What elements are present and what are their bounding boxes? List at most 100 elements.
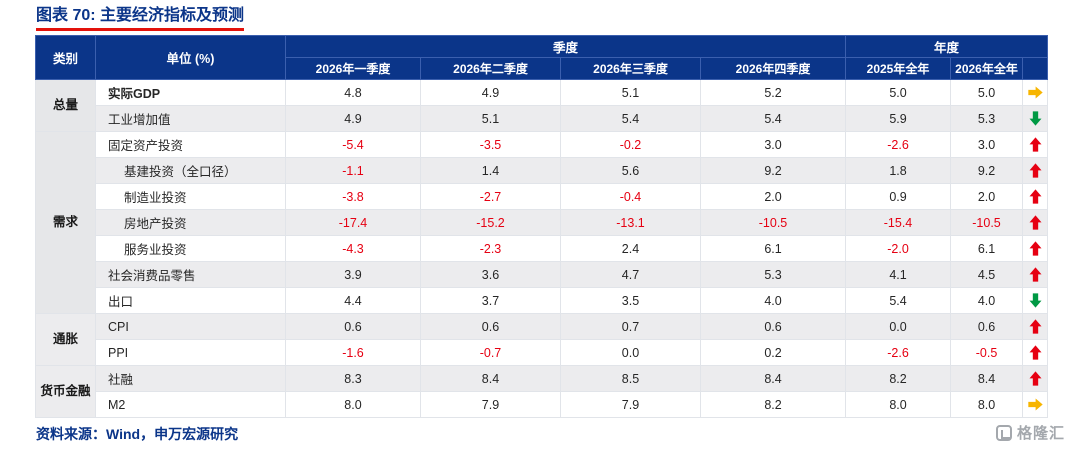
trend-up-icon <box>1029 137 1042 152</box>
value-cell: -15.4 <box>845 209 952 236</box>
value-cell: -5.4 <box>285 131 421 158</box>
value-cell: 0.2 <box>699 339 847 366</box>
header-annual-group: 年度 <box>845 35 1049 58</box>
category-cell: 总量 <box>35 79 96 132</box>
value-cell: 4.4 <box>285 287 421 314</box>
figure-title: 图表 70: 主要经济指标及预测 <box>36 6 245 31</box>
value-cell: -0.2 <box>560 131 701 158</box>
indicator-label: CPI <box>95 313 286 340</box>
value-cell: 5.4 <box>560 105 701 132</box>
value-cell: 8.5 <box>560 365 701 392</box>
value-cell: 3.0 <box>699 131 847 158</box>
trend-up-icon <box>1029 215 1042 230</box>
value-cell: -2.0 <box>845 235 952 262</box>
value-cell: 8.2 <box>845 365 952 392</box>
trend-up-icon <box>1029 267 1042 282</box>
value-cell: 5.4 <box>845 287 952 314</box>
table-row: 社会消费品零售 3.9 3.6 4.7 5.3 4.1 4.5 <box>36 261 1049 288</box>
indicator-label: M2 <box>95 391 286 418</box>
table-row: M2 8.0 7.9 7.9 8.2 8.0 8.0 <box>36 391 1049 418</box>
indicator-label: 房地产投资 <box>95 209 286 236</box>
value-cell: 3.7 <box>420 287 561 314</box>
value-cell: 8.3 <box>285 365 421 392</box>
category-cell: 需求 <box>35 131 96 314</box>
gelonghui-logo-icon <box>995 424 1012 441</box>
value-cell: 4.8 <box>285 79 421 106</box>
value-cell: -0.5 <box>950 339 1024 366</box>
value-cell: 4.7 <box>560 261 701 288</box>
trend-up-icon <box>1029 189 1042 204</box>
indicator-label: PPI <box>95 339 286 366</box>
table-row: 制造业投资 -3.8 -2.7 -0.4 2.0 0.9 2.0 <box>36 183 1049 210</box>
indicator-label: 社会消费品零售 <box>95 261 286 288</box>
value-cell: -15.2 <box>420 209 561 236</box>
value-cell: 0.9 <box>845 183 952 210</box>
value-cell: -0.7 <box>420 339 561 366</box>
indicator-label: 固定资产投资 <box>95 131 286 158</box>
value-cell: 0.7 <box>560 313 701 340</box>
value-cell: 4.0 <box>950 287 1024 314</box>
value-cell: 5.2 <box>699 79 847 106</box>
value-cell: 3.9 <box>285 261 421 288</box>
value-cell: 5.6 <box>560 157 701 184</box>
indicator-label: 实际GDP <box>95 79 286 106</box>
value-cell: 5.0 <box>950 79 1024 106</box>
value-cell: -0.4 <box>560 183 701 210</box>
value-cell: 3.5 <box>560 287 701 314</box>
trend-down-icon <box>1029 111 1042 126</box>
value-cell: -10.5 <box>950 209 1024 236</box>
trend-up-icon <box>1029 371 1042 386</box>
value-cell: -1.6 <box>285 339 421 366</box>
table-row: 基建投资（全口径） -1.1 1.4 5.6 9.2 1.8 9.2 <box>36 157 1049 184</box>
value-cell: -2.6 <box>845 131 952 158</box>
category-cell: 货币金融 <box>35 365 96 418</box>
table-row: 需求 固定资产投资 -5.4 -3.5 -0.2 3.0 -2.6 3.0 <box>35 131 1049 314</box>
trend-cell <box>1022 235 1049 262</box>
trend-up-icon <box>1029 319 1042 334</box>
header-col-2026q4: 2026年四季度 <box>699 57 847 80</box>
value-cell: -2.3 <box>420 235 561 262</box>
value-cell: 2.0 <box>699 183 847 210</box>
value-cell: -10.5 <box>699 209 847 236</box>
value-cell: 0.6 <box>950 313 1024 340</box>
value-cell: -4.3 <box>285 235 421 262</box>
value-cell: 5.3 <box>699 261 847 288</box>
trend-cell <box>1022 157 1049 184</box>
table-row: 工业增加值 4.9 5.1 5.4 5.4 5.9 5.3 <box>36 105 1049 132</box>
trend-cell <box>1022 79 1049 106</box>
trend-cell <box>1022 183 1049 210</box>
value-cell: 5.9 <box>845 105 952 132</box>
value-cell: 0.0 <box>845 313 952 340</box>
trend-up-icon <box>1029 163 1042 178</box>
value-cell: 5.4 <box>699 105 847 132</box>
trend-up-icon <box>1029 345 1042 360</box>
header-unit: 单位 (%) <box>95 35 286 80</box>
value-cell: 6.1 <box>699 235 847 262</box>
table-row: 房地产投资 -17.4 -15.2 -13.1 -10.5 -15.4 -10.5 <box>36 209 1049 236</box>
trend-cell <box>1022 105 1049 132</box>
value-cell: 5.1 <box>560 79 701 106</box>
trend-cell <box>1022 131 1049 158</box>
title-row: 图表 70: 主要经济指标及预测 <box>0 0 1080 31</box>
header-col-2026q1: 2026年一季度 <box>285 57 421 80</box>
value-cell: -3.8 <box>285 183 421 210</box>
header-col-2026fy: 2026年全年 <box>950 57 1024 80</box>
indicator-label: 出口 <box>95 287 286 314</box>
value-cell: 8.0 <box>950 391 1024 418</box>
value-cell: -2.6 <box>845 339 952 366</box>
value-cell: 2.4 <box>560 235 701 262</box>
table-row: 服务业投资 -4.3 -2.3 2.4 6.1 -2.0 6.1 <box>36 235 1049 262</box>
table-row: PPI -1.6 -0.7 0.0 0.2 -2.6 -0.5 <box>36 339 1049 366</box>
value-cell: 2.0 <box>950 183 1024 210</box>
header-quarter-group: 季度 <box>284 35 847 58</box>
value-cell: -2.7 <box>420 183 561 210</box>
value-cell: 5.0 <box>845 79 952 106</box>
trend-cell <box>1022 209 1049 236</box>
header-col-2026q3: 2026年三季度 <box>560 57 701 80</box>
table-row: 通胀 CPI 0.6 0.6 0.7 0.6 0.0 0.6 <box>35 313 1049 366</box>
header-group-row: 类别 单位 (%) 季度 年度 <box>35 35 1049 80</box>
trend-cell <box>1022 261 1049 288</box>
table-body: 总量 实际GDP 4.8 4.9 5.1 5.2 5.0 5.0 工业增加值 4.9 5.1 5.4 5… <box>35 79 1049 418</box>
value-cell: 9.2 <box>950 157 1024 184</box>
value-cell: 8.4 <box>950 365 1024 392</box>
